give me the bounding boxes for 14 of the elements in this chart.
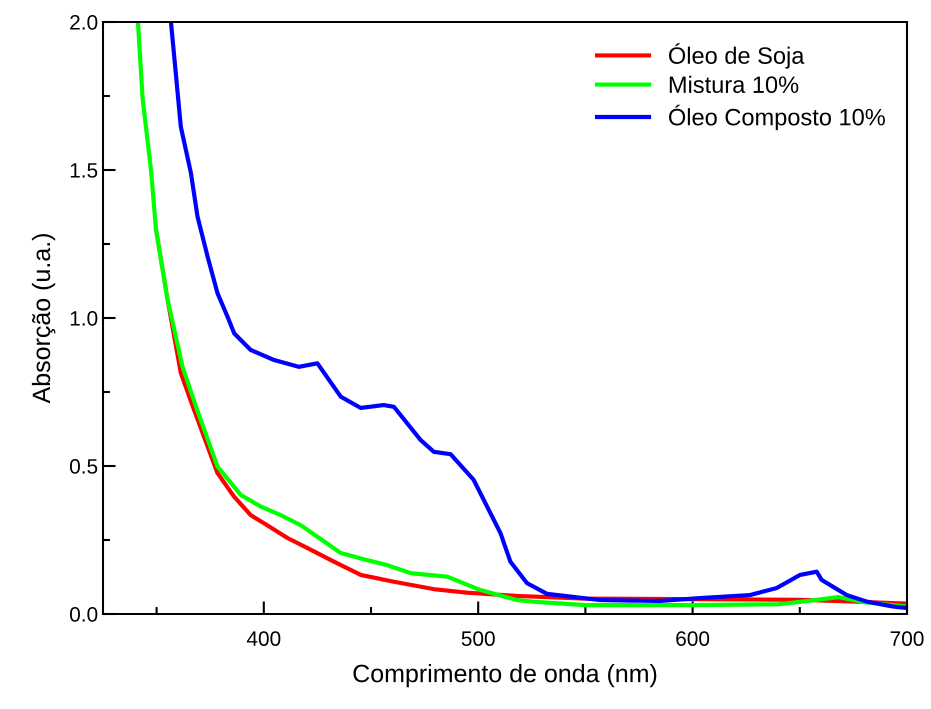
x-tick-label: 400	[246, 631, 280, 646]
y-tick-label: 2.0	[70, 15, 98, 30]
legend-label: Óleo Composto 10%	[669, 104, 885, 130]
x-tick-label: 500	[462, 631, 495, 646]
y-axis-title: Absorção (u.a.)	[32, 234, 56, 404]
y-tick-label: 1.0	[70, 311, 98, 326]
x-tick-label: 600	[676, 631, 710, 646]
y-tick-label: 0.0	[70, 607, 98, 622]
legend-label: Óleo de Soja	[669, 43, 804, 69]
y-tick-label: 0.5	[70, 459, 98, 474]
legend-label: Mistura 10%	[670, 76, 798, 94]
x-axis-title: Comprimento de onda (nm)	[353, 664, 656, 688]
x-tick-label: 700	[890, 631, 924, 646]
y-tick-label: 1.5	[70, 163, 98, 178]
